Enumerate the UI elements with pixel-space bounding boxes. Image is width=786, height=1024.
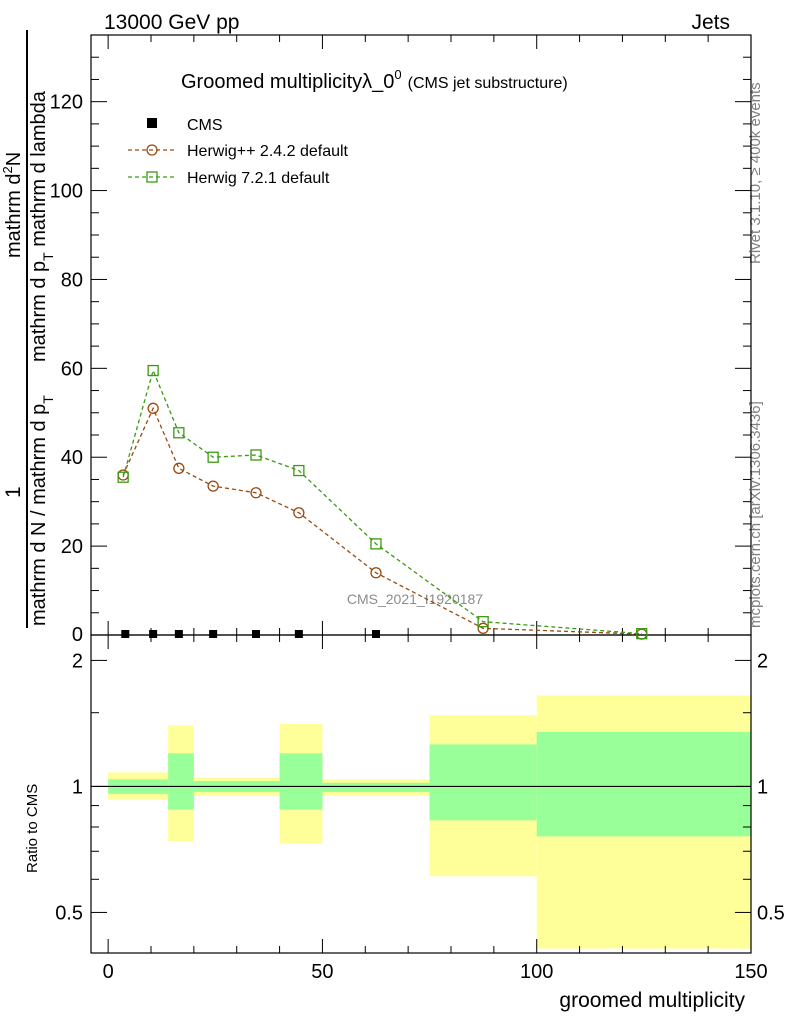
y-label-num2-text: mathrm d xyxy=(3,174,25,258)
data-series xyxy=(117,364,648,640)
chart-subtitle: (CMS jet substructure) xyxy=(408,75,568,92)
herwig-pp-point-2 xyxy=(173,462,185,474)
y-label-one: 1 xyxy=(2,486,25,498)
main-ytick-label-60: 60 xyxy=(61,358,83,380)
cms-point-4 xyxy=(252,630,260,638)
x-axis-label: groomed multiplicity xyxy=(559,989,745,1012)
herwig7-point-1 xyxy=(147,364,159,377)
main-ytick-label-100: 100 xyxy=(50,181,83,203)
herwig-pp-point-3 xyxy=(207,480,219,492)
herwig-pp-point-1 xyxy=(147,402,159,414)
herwig7-line xyxy=(122,368,642,635)
herwig-pp-point-4 xyxy=(250,487,262,499)
herwig-pp-point-7 xyxy=(477,622,489,634)
cms-point-3 xyxy=(209,630,218,638)
herwig-pp-point-5 xyxy=(293,507,305,519)
main-ytick-label-80: 80 xyxy=(61,269,83,291)
y-label-den-text: mathrm d N / mathrm d p xyxy=(28,404,50,626)
ratio-band-inner-5 xyxy=(429,744,537,821)
main-ytick-label-zero: 0 xyxy=(72,624,83,646)
header-left: 13000 GeV pp xyxy=(104,11,239,34)
herwig-pp-point-6 xyxy=(370,567,382,579)
legend-marker-cms xyxy=(147,118,157,128)
ratio-ytick-label-left-2: 2 xyxy=(72,650,83,672)
ratio-ytick-label-right-2: 2 xyxy=(757,650,768,672)
herwig7-point-2 xyxy=(173,427,185,439)
ratio-band-inner-4 xyxy=(322,782,430,792)
herwig7-point-3 xyxy=(207,451,219,463)
ratio-plot-frame xyxy=(90,634,752,954)
cms-point-5 xyxy=(294,630,303,638)
cms-point-0 xyxy=(121,630,130,638)
y-label-den: mathrm d N / mathrm d pT xyxy=(28,395,56,626)
xtick-label-0: 0 xyxy=(103,961,114,983)
y-label-den-sub: T xyxy=(40,395,56,404)
legend-label-herwig7: Herwig 7.2.1 default xyxy=(187,170,330,187)
xtick-label-50: 50 xyxy=(311,961,333,983)
ratio-ytick-label-right-0: 0.5 xyxy=(757,902,785,924)
ratio-band-inner-1 xyxy=(168,753,194,810)
main-ytick-label-20: 20 xyxy=(61,536,83,558)
ratio-band-inner-3 xyxy=(279,753,323,810)
ratio-ytick-label-left-0: 0.5 xyxy=(55,902,83,924)
header-right: Jets xyxy=(691,11,730,34)
herwig7-point-8 xyxy=(636,628,648,640)
y-label-num2-sup: 2 xyxy=(0,166,15,173)
y-label-num2-rest: N xyxy=(3,152,25,166)
y-label-den2: mathrm d pT mathrm d lambda xyxy=(28,90,56,362)
ratio-y-label: Ratio to CMS xyxy=(24,784,41,873)
legend-label-cms: CMS xyxy=(187,117,223,134)
herwig7-point-0 xyxy=(117,471,129,483)
y-label-den2-sub: T xyxy=(40,252,56,261)
main-ytick-label-40: 40 xyxy=(61,447,83,469)
chart-title: Groomed multiplicityλ_00 (CMS jet substru… xyxy=(181,67,568,93)
herwig7-point-5 xyxy=(293,464,305,477)
ratio-band-inner-6 xyxy=(536,731,751,837)
ratio-bands xyxy=(91,695,751,949)
ratio-ytick-label-right-1: 1 xyxy=(757,776,768,798)
legend-marker-herwig7 xyxy=(146,171,158,183)
y-label-den2-text: mathrm d p xyxy=(28,261,50,362)
cms-point-6 xyxy=(372,630,380,638)
cms-point-2 xyxy=(174,630,183,638)
watermark: CMS_2021_I1920187 xyxy=(347,591,483,607)
xtick-label-100: 100 xyxy=(520,961,553,983)
cms-point-1 xyxy=(149,630,158,638)
chart-title-text: Groomed multiplicityλ_0 xyxy=(181,71,394,93)
chart-title-sup: 0 xyxy=(394,67,401,82)
y-label-num2: mathrm d2N xyxy=(0,152,25,258)
legend-marker-herwig-pp xyxy=(146,144,158,156)
ratio-ytick-label-left-1: 1 xyxy=(72,776,83,798)
y-label-den2-rest: mathrm d lambda xyxy=(28,90,50,252)
herwig7-point-7 xyxy=(477,616,489,628)
rivet-note: Rivet 3.1.10, ≥ 400k events xyxy=(747,82,764,264)
main-ytick-label-120: 120 xyxy=(50,92,83,114)
herwig7-point-4 xyxy=(250,449,262,461)
herwig7-point-6 xyxy=(370,538,382,550)
xtick-label-150: 150 xyxy=(734,961,767,983)
legend-label-herwig-pp: Herwig++ 2.4.2 default xyxy=(187,143,349,160)
herwig-pp-line xyxy=(122,406,642,635)
legend: CMS Herwig++ 2.4.2 default Herwig 7.2.1 … xyxy=(128,117,349,187)
main-y-label: 1 mathrm d N / mathrm d pT mathrm d2N ma… xyxy=(0,30,56,628)
